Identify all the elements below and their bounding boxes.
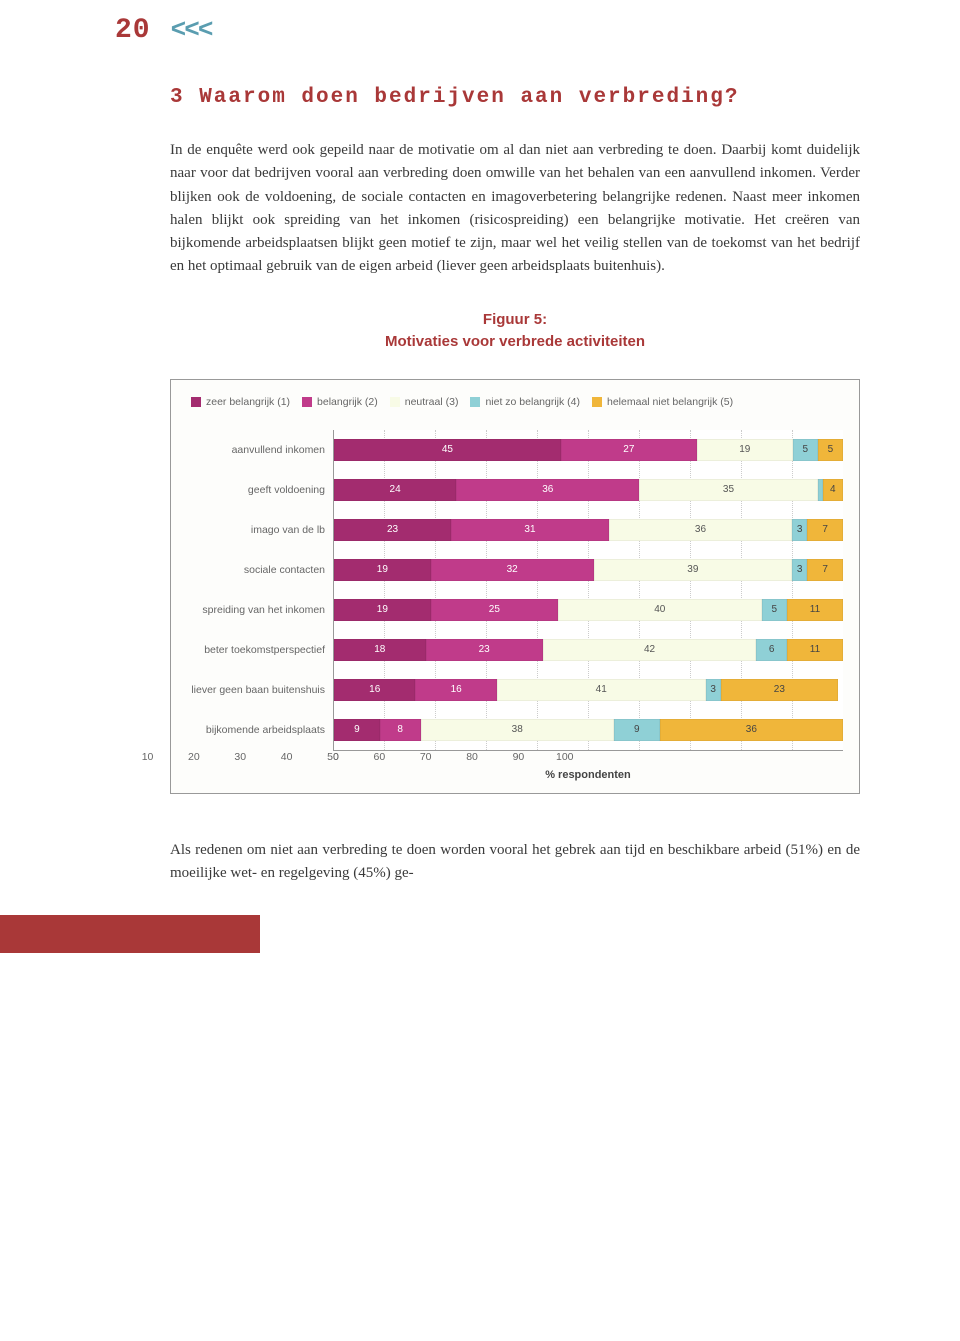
- legend-label: zeer belangrijk (1): [206, 396, 290, 408]
- plot-area: 4527195524363542331363719323937192540511…: [333, 430, 843, 751]
- bar-segment: 41: [497, 679, 706, 701]
- bar-row: 9838936: [334, 710, 843, 750]
- bar-segment: 25: [431, 599, 558, 621]
- bar-segment: 19: [697, 439, 793, 461]
- bar-row: 19323937: [334, 550, 843, 590]
- legend-label: belangrijk (2): [317, 396, 378, 408]
- bar-segment: 24: [334, 479, 456, 501]
- chart-legend: zeer belangrijk (1) belangrijk (2) neutraa…: [183, 392, 843, 422]
- x-tick: 50: [310, 751, 356, 763]
- figure-title: Motivaties voor verbrede activiteiten: [170, 331, 860, 354]
- bars-container: 4527195524363542331363719323937192540511…: [334, 430, 843, 750]
- x-tick: 40: [263, 751, 309, 763]
- bar-segment: 5: [818, 439, 843, 461]
- x-tick: 100: [542, 751, 588, 763]
- chevrons-icon: <<<: [171, 15, 212, 45]
- bar-segment: 19: [334, 559, 431, 581]
- bar-segment: 8: [380, 719, 421, 741]
- closing-paragraph: Als redenen om niet aan verbreding te do…: [170, 839, 860, 886]
- legend-item: zeer belangrijk (1): [191, 396, 290, 408]
- y-axis-labels: aanvullend inkomengeeft voldoeningimago …: [183, 430, 333, 751]
- chart-body: aanvullend inkomengeeft voldoeningimago …: [183, 430, 843, 751]
- x-tick: 70: [403, 751, 449, 763]
- figure-caption: Figuur 5: Motivaties voor verbrede activ…: [170, 309, 860, 354]
- bar-row: 23313637: [334, 510, 843, 550]
- legend-label: helemaal niet belangrijk (5): [607, 396, 733, 408]
- x-tick: 30: [217, 751, 263, 763]
- legend-swatch: [470, 397, 480, 407]
- legend-item: neutraal (3): [390, 396, 459, 408]
- bar-segment: 5: [762, 599, 787, 621]
- legend-item: niet zo belangrijk (4): [470, 396, 580, 408]
- legend-swatch: [302, 397, 312, 407]
- intro-paragraph: In de enquête werd ook gepeild naar de m…: [170, 139, 860, 279]
- bar-segment: 3: [706, 679, 721, 701]
- bar-segment: 3: [792, 559, 807, 581]
- section-heading: 3 Waarom doen bedrijven aan verbreding?: [170, 86, 860, 109]
- bar-segment: 5: [793, 439, 818, 461]
- bar-segment: 35: [639, 479, 817, 501]
- bar-segment: 9: [614, 719, 660, 741]
- legend-item: belangrijk (2): [302, 396, 378, 408]
- bar-segment: 11: [787, 599, 843, 621]
- bar-row: 243635 4: [334, 470, 843, 510]
- page-number: 20: [115, 15, 151, 46]
- figure-label: Figuur 5:: [170, 309, 860, 332]
- bar-segment: 6: [756, 639, 787, 661]
- bar-row: 161641323: [334, 670, 843, 710]
- bar-segment: 36: [456, 479, 639, 501]
- bar-segment: 27: [561, 439, 697, 461]
- bar-segment: 42: [543, 639, 757, 661]
- x-axis-ticks: 0102030405060708090100: [333, 751, 843, 763]
- bar-segment: 19: [334, 599, 431, 621]
- bar-segment: 23: [426, 639, 543, 661]
- x-tick: 60: [356, 751, 402, 763]
- bar-segment: 23: [334, 519, 451, 541]
- bar-segment: 3: [792, 519, 807, 541]
- bar-segment: 40: [558, 599, 762, 621]
- bar-row: 182342611: [334, 630, 843, 670]
- y-axis-label: liever geen baan buitenshuis: [183, 670, 333, 710]
- y-axis-label: imago van de lb: [183, 510, 333, 550]
- bar-segment: 39: [594, 559, 793, 581]
- bar-row: 45271955: [334, 430, 843, 470]
- y-axis-label: spreiding van het inkomen: [183, 590, 333, 630]
- bar-segment: 11: [787, 639, 843, 661]
- legend-label: niet zo belangrijk (4): [485, 396, 580, 408]
- y-axis-label: geeft voldoening: [183, 470, 333, 510]
- bar-segment: 36: [609, 519, 792, 541]
- bar-segment: 4: [823, 479, 843, 501]
- x-tick: 90: [495, 751, 541, 763]
- y-axis-label: aanvullend inkomen: [183, 430, 333, 470]
- bar-segment: 7: [807, 519, 843, 541]
- y-axis-label: sociale contacten: [183, 550, 333, 590]
- bar-row: 192540511: [334, 590, 843, 630]
- legend-swatch: [390, 397, 400, 407]
- x-axis-label: % respondenten: [333, 763, 843, 781]
- legend-swatch: [592, 397, 602, 407]
- y-axis-label: bijkomende arbeidsplaats: [183, 710, 333, 750]
- y-axis-label: beter toekomstperspectief: [183, 630, 333, 670]
- legend-swatch: [191, 397, 201, 407]
- bar-segment: 18: [334, 639, 426, 661]
- legend-item: helemaal niet belangrijk (5): [592, 396, 733, 408]
- page-header: 20 <<<: [0, 0, 960, 86]
- content-area: 3 Waarom doen bedrijven aan verbreding? …: [0, 86, 960, 885]
- bar-segment: 38: [421, 719, 614, 741]
- bar-segment: 9: [334, 719, 380, 741]
- legend-label: neutraal (3): [405, 396, 459, 408]
- bar-segment: 16: [415, 679, 496, 701]
- bar-segment: 36: [660, 719, 843, 741]
- bar-segment: 23: [721, 679, 838, 701]
- footer-accent-bar: [0, 915, 260, 953]
- x-tick: 20: [171, 751, 217, 763]
- bar-segment: 45: [334, 439, 561, 461]
- bar-segment: 32: [431, 559, 594, 581]
- chart-container: zeer belangrijk (1) belangrijk (2) neutraa…: [170, 379, 860, 794]
- bar-segment: 31: [451, 519, 609, 541]
- bar-segment: 7: [807, 559, 843, 581]
- x-tick: 80: [449, 751, 495, 763]
- bar-segment: 16: [334, 679, 415, 701]
- x-tick: 10: [124, 751, 170, 763]
